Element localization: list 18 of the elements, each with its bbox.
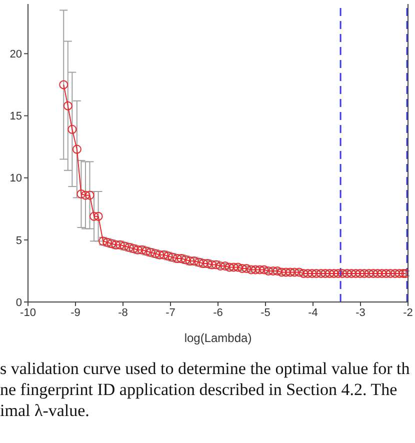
y-tick-label: 20 <box>10 48 22 61</box>
x-tick-label: -9 <box>70 306 80 319</box>
x-tick-label: -6 <box>213 306 223 319</box>
x-tick-label: -3 <box>356 306 366 319</box>
x-axis-title: log(Lambda) <box>184 331 252 345</box>
x-tick-label: -2 <box>403 306 413 319</box>
x-tick-label: -10 <box>20 306 36 319</box>
x-tick-label: -7 <box>166 306 176 319</box>
x-tick-label: -5 <box>260 306 270 319</box>
y-tick-label: 0 <box>16 296 22 309</box>
x-tick-label: -4 <box>308 306 318 319</box>
y-tick-label: 10 <box>10 172 22 185</box>
x-tick-label: -8 <box>118 306 128 319</box>
y-tick-label: 5 <box>16 234 22 247</box>
text: imal λ-value. <box>0 400 90 421</box>
y-tick-label: 15 <box>10 110 22 123</box>
text: ne fingerprint ID application described in Section 4.2. The <box>0 379 398 400</box>
text: s validation curve used to determine the optimal value for th <box>0 358 411 379</box>
